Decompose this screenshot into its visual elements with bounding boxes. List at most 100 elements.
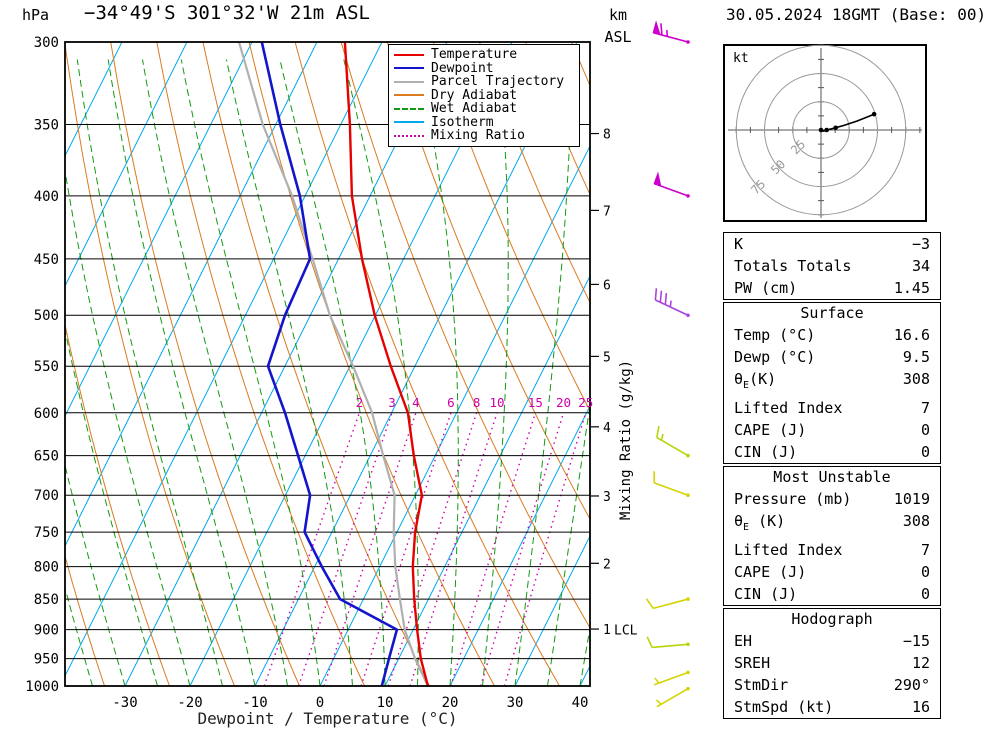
wet-adiabat-lines <box>65 59 590 686</box>
mixing-ratio-axis-label: Mixing Ratio (g/kg) <box>618 360 634 520</box>
pressure-tick-label: 700 <box>34 488 59 504</box>
stat-row: PW (cm) 1.45 <box>724 277 940 299</box>
stat-label: K <box>734 235 744 253</box>
legend-line-sample <box>394 121 424 124</box>
pressure-tick-label: 350 <box>34 117 59 133</box>
stat-label: Pressure (mb) <box>734 490 852 508</box>
mixing-ratio-label: 15 <box>528 395 543 410</box>
stat-value: 0 <box>920 585 930 603</box>
km-asl-label: km ASL <box>596 4 640 48</box>
pressure-tick-label: 950 <box>34 652 59 668</box>
km-tick-label: 2 <box>603 557 611 572</box>
km-tick-label: 1 <box>603 623 611 638</box>
stat-value: 0 <box>920 563 930 581</box>
temp-tick-label: 10 <box>377 695 394 711</box>
temp-tick-label: -10 <box>242 695 267 711</box>
stat-row: SREH 12 <box>724 652 940 674</box>
stat-label: θE(K) <box>734 370 777 391</box>
stat-value: 1019 <box>893 490 930 508</box>
mixing-ratio-label: 25 <box>578 395 593 410</box>
stat-value: 16 <box>911 698 930 716</box>
wind-barb <box>645 597 690 610</box>
legend-label: Mixing Ratio <box>431 128 525 144</box>
stat-row: Temp (°C) 16.6 <box>724 324 940 346</box>
stat-label: StmDir <box>734 676 789 694</box>
legend-item: Temperature <box>394 47 574 62</box>
mixing-ratio-lines <box>263 412 587 686</box>
stat-row: CAPE (J) 0 <box>724 419 940 441</box>
wind-barb <box>654 288 690 318</box>
legend-item: Wet Adiabat <box>394 101 574 116</box>
pressure-unit-label: hPa <box>22 6 50 24</box>
stat-value: 34 <box>911 257 930 275</box>
stat-label: SREH <box>734 654 771 672</box>
km-tick-label: 4 <box>603 421 611 436</box>
stat-label: EH <box>734 632 753 650</box>
wind-barbs <box>645 20 690 708</box>
legend-label: Isotherm <box>431 114 494 130</box>
legend-line-sample <box>394 67 424 70</box>
stat-label: Totals Totals <box>734 257 852 275</box>
stat-value: 12 <box>911 654 930 672</box>
pressure-tick-label: 300 <box>34 35 59 51</box>
dewpoint-curve <box>260 42 399 686</box>
stat-value: 308 <box>902 370 930 388</box>
stat-label: CAPE (J) <box>734 421 807 439</box>
pressure-tick-label: 850 <box>34 592 59 608</box>
stat-row: θE (K) 308 <box>724 510 940 539</box>
stat-label: Temp (°C) <box>734 326 816 344</box>
stats-section-title: Surface <box>800 304 864 322</box>
legend-line-sample <box>394 107 424 110</box>
legend-line-sample <box>394 134 424 137</box>
stat-label: CIN (J) <box>734 443 798 461</box>
wind-barb <box>646 636 690 649</box>
temperature-curve <box>343 42 430 686</box>
stats-section: Most Unstable Pressure (mb) 1019 θE (K) 308 L… <box>723 466 941 606</box>
stat-label: Lifted Index <box>734 541 843 559</box>
wind-barb <box>655 686 690 708</box>
pressure-tick-label: 550 <box>34 359 59 375</box>
stat-row: CIN (J) 0 <box>724 441 940 463</box>
stat-row: CAPE (J) 0 <box>724 561 940 583</box>
pressure-tick-label: 800 <box>34 560 59 576</box>
stat-row: CIN (J) 0 <box>724 583 940 605</box>
stat-value: 0 <box>920 443 930 461</box>
legend-item: Mixing Ratio <box>394 128 574 144</box>
stats-section: Hodograph EH −15 SREH 12 StmDir 290° StmSpd (kt… <box>723 608 941 719</box>
pressure-gridlines <box>65 41 590 687</box>
station-title: −34°49'S 301°32'W 21m ASL <box>84 2 370 24</box>
stat-row: Lifted Index 7 <box>724 539 940 561</box>
pressure-tick-label: 650 <box>34 449 59 465</box>
stat-row: EH −15 <box>724 630 940 652</box>
hodograph-unit-label: kt <box>733 51 749 66</box>
stat-value: 16.6 <box>893 326 930 344</box>
legend-item: Dewpoint <box>394 61 574 76</box>
temp-tick-label: 20 <box>442 695 459 711</box>
legend-line-sample <box>394 53 424 56</box>
temp-tick-labels: -30 -20 -10 0 10 20 30 40 <box>112 695 588 711</box>
stat-value: 308 <box>902 512 930 530</box>
stats-section: K −3 Totals Totals 34 PW (cm) 1.45 <box>723 232 941 300</box>
mixing-ratio-label: 4 <box>412 395 420 410</box>
stat-label: θE (K) <box>734 512 786 533</box>
stat-label: Dewp (°C) <box>734 348 816 366</box>
stats-table: K −3 Totals Totals 34 PW (cm) 1.45 Surface Temp… <box>723 232 941 719</box>
hodograph-rings <box>735 44 907 216</box>
legend-item: Isotherm <box>394 114 574 130</box>
hodograph-trace <box>820 113 875 132</box>
stat-value: 290° <box>893 676 930 694</box>
wind-barb <box>656 425 690 458</box>
hodograph-trace-point <box>824 127 829 133</box>
km-tick-label: 5 <box>603 350 611 365</box>
stat-value: 9.5 <box>902 348 930 366</box>
mixing-ratio-label: 2 <box>356 395 364 410</box>
stat-value: 7 <box>920 541 930 559</box>
stat-row: θE(K) 308 <box>724 368 940 397</box>
km-tick-label: 7 <box>603 204 611 219</box>
stat-row: StmDir 290° <box>724 674 940 696</box>
pressure-tick-label: 600 <box>34 406 59 422</box>
wind-barb <box>652 20 690 44</box>
legend-item: Parcel Trajectory <box>394 74 574 89</box>
stats-section-title: Hodograph <box>791 610 873 628</box>
